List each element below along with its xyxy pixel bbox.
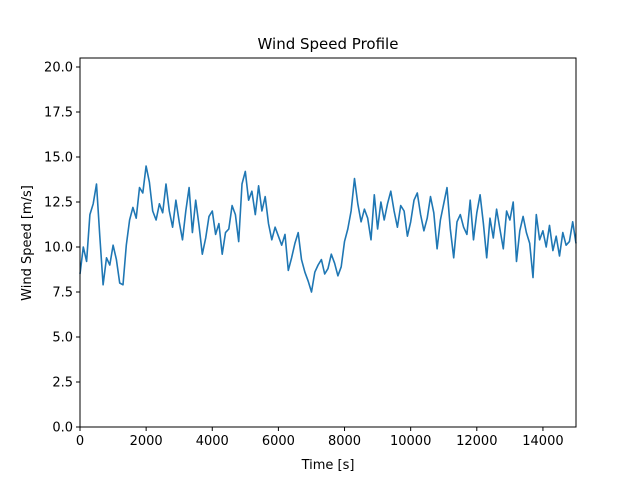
plot-area: 0 2000 4000 6000 8000 10000 12000 14000 0.0 2.5 5.…: [44, 57, 577, 449]
y-tick-label: 17.5: [44, 106, 73, 121]
y-tick-label: 12.5: [44, 196, 73, 211]
x-tick-label: 10000: [390, 434, 431, 449]
y-tick-label: 5.0: [52, 331, 73, 346]
x-tick-label: 6000: [262, 434, 295, 449]
x-tick-label: 14000: [522, 434, 563, 449]
chart-title: Wind Speed Profile: [258, 35, 399, 53]
y-tick-label: 7.5: [52, 286, 73, 301]
y-axis-label: Wind Speed [m/s]: [20, 185, 35, 301]
series-line-0: [79, 165, 577, 293]
y-tick-label: 0.0: [52, 421, 73, 436]
x-axis-label: Time [s]: [301, 458, 355, 473]
x-tick-label: 4000: [196, 434, 229, 449]
plot-frame: [79, 57, 577, 428]
x-tick-label: 8000: [328, 434, 361, 449]
x-tick-label: 2000: [130, 434, 163, 449]
y-tick-label: 20.0: [44, 61, 73, 76]
x-tick-label: 0: [76, 434, 84, 449]
y-tick-label: 2.5: [52, 376, 73, 391]
y-tick-label: 10.0: [44, 241, 73, 256]
x-tick-label: 12000: [456, 434, 497, 449]
y-tick-label: 15.0: [44, 151, 73, 166]
